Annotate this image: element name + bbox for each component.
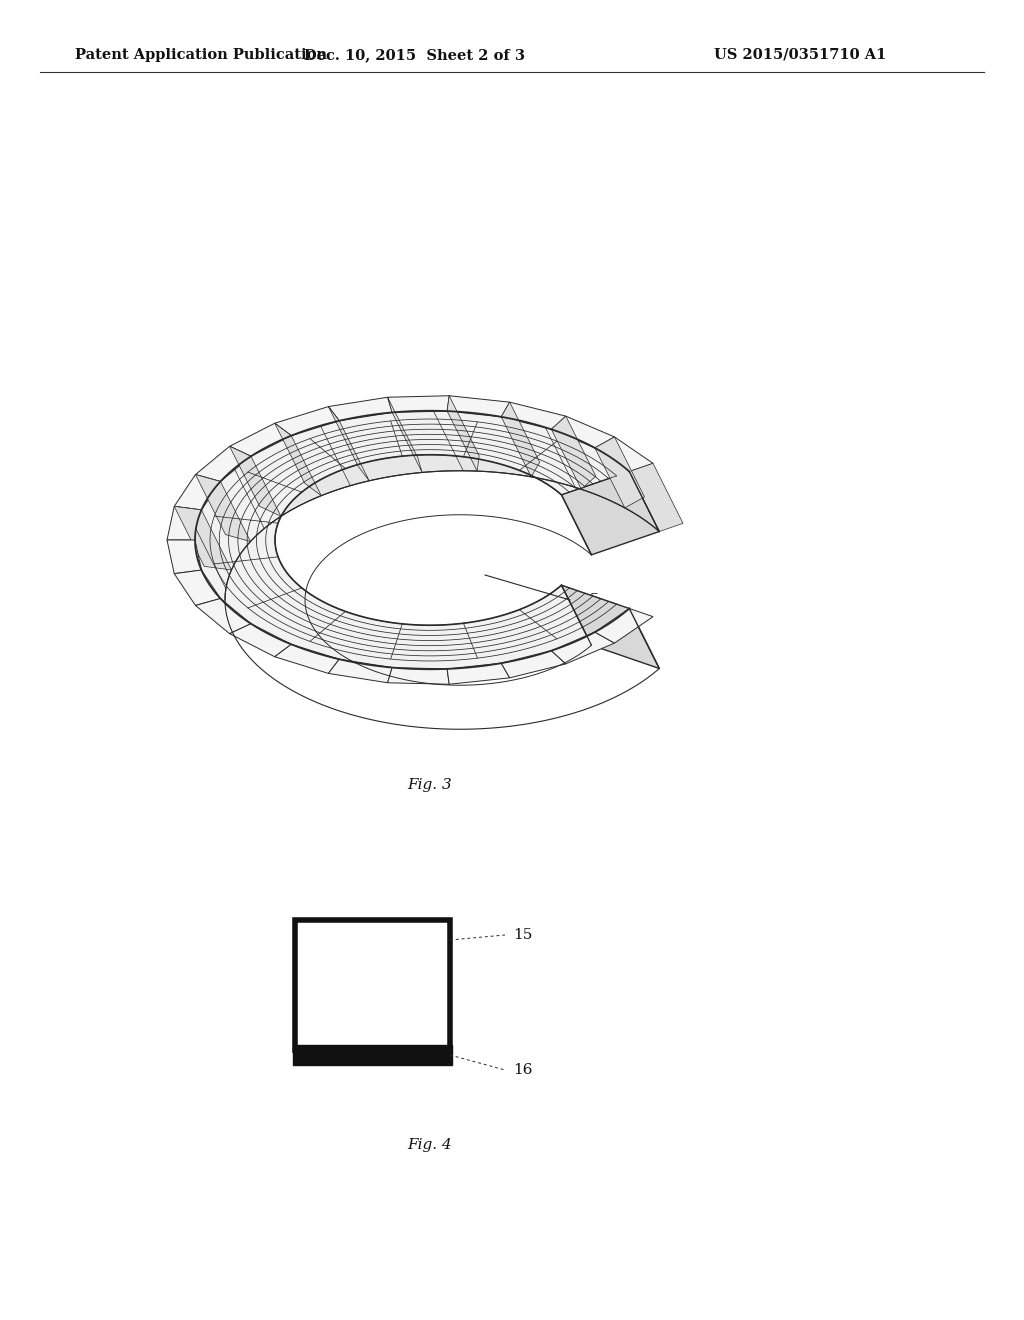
Polygon shape bbox=[447, 396, 479, 471]
Polygon shape bbox=[329, 407, 370, 480]
Text: Fig. 3: Fig. 3 bbox=[408, 777, 453, 792]
Polygon shape bbox=[630, 463, 683, 532]
Polygon shape bbox=[195, 411, 630, 669]
Polygon shape bbox=[274, 644, 339, 673]
Polygon shape bbox=[501, 403, 540, 477]
Polygon shape bbox=[174, 507, 231, 570]
Text: Patent Application Publication: Patent Application Publication bbox=[75, 48, 327, 62]
Polygon shape bbox=[561, 471, 659, 554]
Polygon shape bbox=[388, 396, 450, 412]
Polygon shape bbox=[551, 416, 596, 490]
Polygon shape bbox=[229, 446, 281, 516]
Polygon shape bbox=[229, 624, 291, 657]
Polygon shape bbox=[174, 474, 220, 510]
Polygon shape bbox=[595, 437, 644, 508]
Polygon shape bbox=[196, 474, 251, 541]
Polygon shape bbox=[274, 424, 322, 496]
Polygon shape bbox=[329, 659, 392, 682]
Polygon shape bbox=[388, 397, 422, 473]
Polygon shape bbox=[551, 632, 614, 664]
Polygon shape bbox=[229, 424, 291, 457]
Polygon shape bbox=[501, 651, 566, 678]
Polygon shape bbox=[167, 507, 202, 540]
Polygon shape bbox=[195, 411, 659, 601]
Polygon shape bbox=[388, 668, 450, 684]
Polygon shape bbox=[274, 407, 339, 436]
Polygon shape bbox=[561, 585, 659, 668]
Text: Dec. 10, 2015  Sheet 2 of 3: Dec. 10, 2015 Sheet 2 of 3 bbox=[304, 48, 525, 62]
Text: Fig. 4: Fig. 4 bbox=[408, 1138, 453, 1152]
Polygon shape bbox=[551, 416, 614, 447]
Polygon shape bbox=[174, 570, 220, 606]
Polygon shape bbox=[447, 663, 510, 684]
Bar bbox=[295, 920, 450, 1049]
Polygon shape bbox=[595, 437, 653, 471]
Polygon shape bbox=[595, 609, 653, 643]
Polygon shape bbox=[167, 540, 202, 574]
Polygon shape bbox=[196, 598, 251, 634]
Polygon shape bbox=[329, 397, 392, 421]
Text: 15: 15 bbox=[580, 593, 599, 607]
Text: 16: 16 bbox=[513, 1063, 532, 1077]
Polygon shape bbox=[447, 396, 510, 417]
Polygon shape bbox=[196, 446, 251, 482]
Text: US 2015/0351710 A1: US 2015/0351710 A1 bbox=[714, 48, 886, 62]
Text: 15: 15 bbox=[513, 928, 532, 942]
Polygon shape bbox=[501, 403, 566, 429]
Bar bbox=[293, 1045, 452, 1065]
